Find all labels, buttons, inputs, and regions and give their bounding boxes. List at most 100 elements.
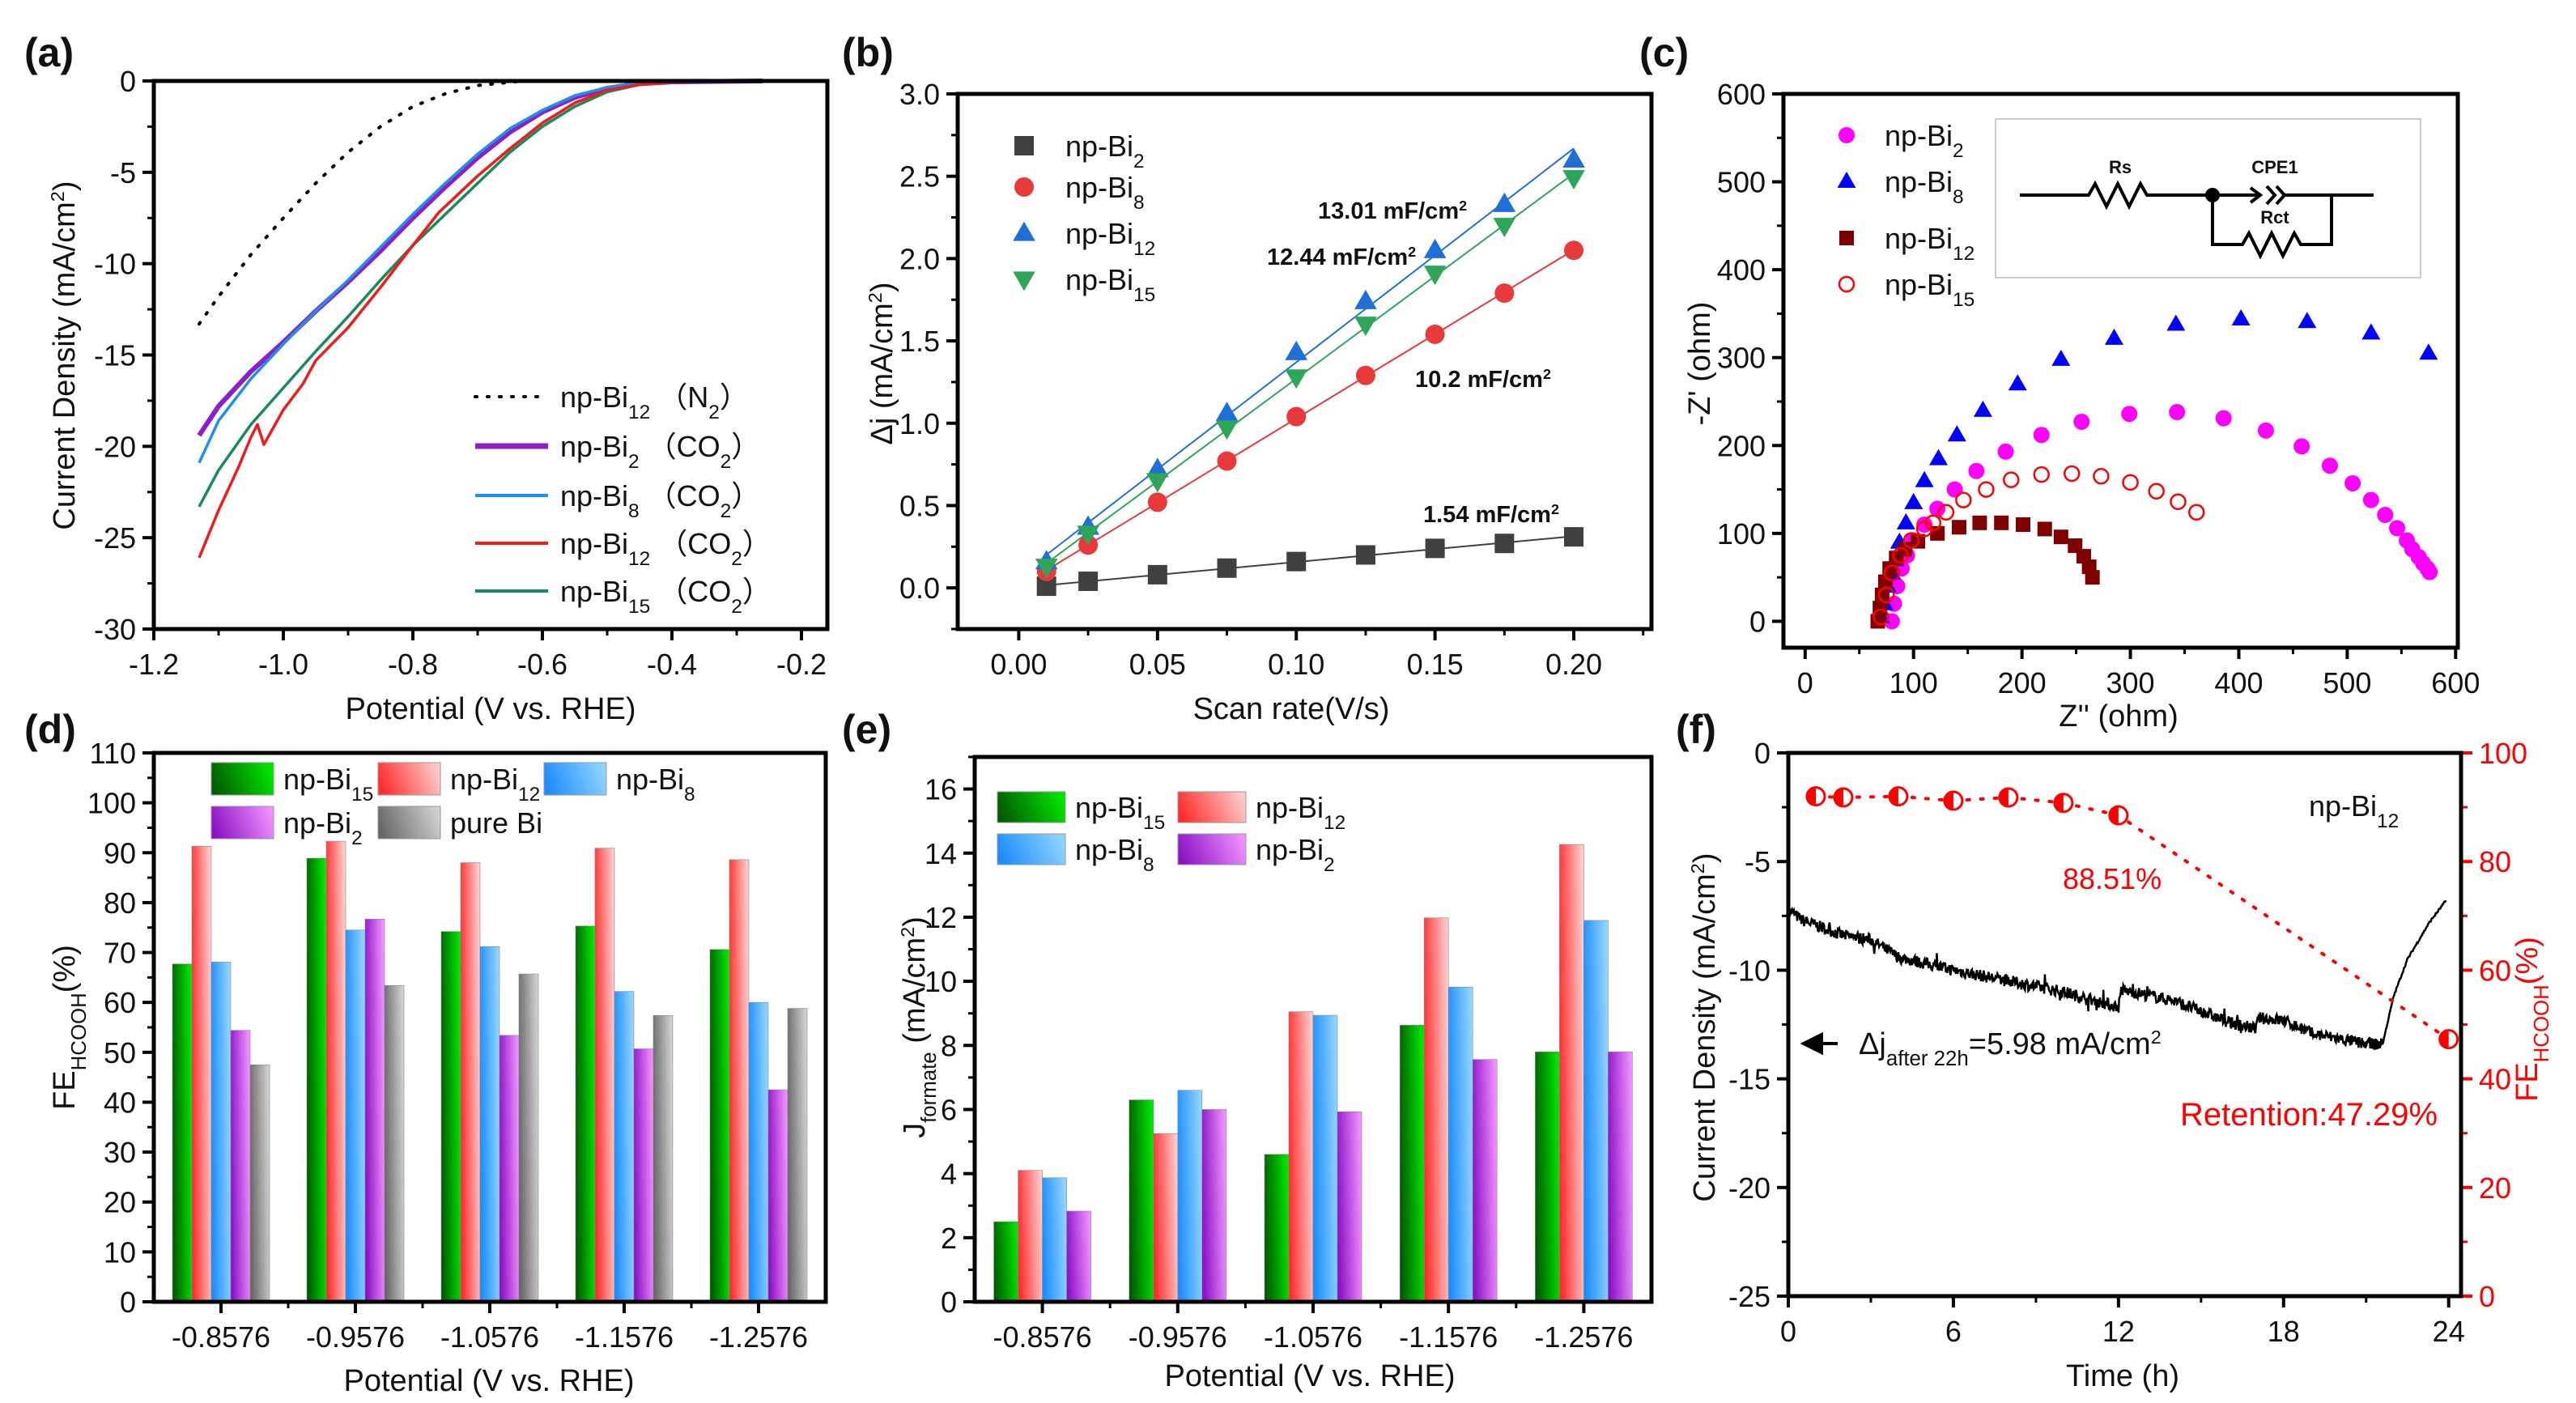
- data-point: [2037, 521, 2052, 537]
- y-axis-title-part: -Z' (ohm): [1683, 302, 1717, 426]
- x-tick-label: 400: [2214, 666, 2263, 699]
- data-point: [2344, 474, 2361, 491]
- resistor-rs-wire: [2020, 180, 2259, 210]
- y-tick-label: 10: [925, 965, 957, 998]
- bar: [1129, 1099, 1154, 1303]
- y-tick-label: 12: [925, 901, 957, 934]
- legend-label: np-Bi8: [1065, 171, 1145, 214]
- capacitance-annotation-part: 2: [1459, 198, 1467, 214]
- x-axis-title: Time (h): [2066, 1359, 2179, 1393]
- data-point: [1355, 545, 1375, 565]
- legend-label: np-Bi8: [616, 763, 695, 806]
- data-point: [2361, 323, 2381, 340]
- data-point: [1423, 238, 1447, 258]
- y-tick-label: -10: [94, 248, 136, 281]
- bar: [1177, 1090, 1203, 1303]
- y-axis-title-part: Current Density (mA/cm: [48, 202, 82, 529]
- bar: [653, 1014, 674, 1303]
- data-point: [1904, 492, 1923, 509]
- bar: [172, 963, 193, 1303]
- data-point: [2002, 471, 2020, 488]
- y-tick-label: 0: [941, 1286, 957, 1319]
- legend-label-part: 2: [1324, 854, 1335, 876]
- data-point: [2073, 413, 2090, 430]
- y-tick-label: 600: [1717, 78, 1766, 111]
- fe-data-point: [2108, 805, 2129, 826]
- data-point: [2170, 493, 2187, 511]
- legend-label: np-Bi2: [1065, 130, 1145, 172]
- x-tick-label: 0.00: [990, 648, 1047, 681]
- legend-marker: [1839, 231, 1854, 245]
- x-axis-title: Potential (V vs. RHE): [1165, 1359, 1456, 1393]
- data-point: [2377, 507, 2394, 524]
- y-tick-label: -15: [94, 339, 136, 372]
- y-tick-label: 6: [941, 1093, 957, 1126]
- panel-e: (e) 0 2 4 6 8 10 12 14 16 -0.8576 -0.9576 -1.0576 -1.…: [842, 707, 1654, 1393]
- x-axis-title-part: Z'' (ohm): [2059, 699, 2179, 733]
- circuit-label: Rct: [2260, 207, 2289, 227]
- legend-label-part: （CO: [650, 527, 731, 560]
- data-point: [2293, 438, 2310, 455]
- panel-label: (c): [1639, 30, 1689, 75]
- x-axis-title-part: Time (h): [2066, 1359, 2179, 1393]
- x-tick-label: -1.1576: [575, 1320, 674, 1354]
- x-tick-label: -0.8576: [172, 1320, 270, 1354]
- y-tick-label: 100: [1717, 517, 1766, 551]
- legend-label-part: 12: [1953, 243, 1975, 265]
- legend-marker: [1837, 172, 1856, 188]
- bar: [1608, 1051, 1633, 1303]
- data-point: [1877, 574, 1893, 589]
- data-point: [1493, 192, 1516, 212]
- y-tick-label: -25: [1728, 1280, 1770, 1313]
- data-point: [1425, 538, 1445, 559]
- legend-label-part: np-Bi: [560, 430, 628, 463]
- capacitance-annotation: 12.44 mF/cm2: [1267, 244, 1416, 270]
- legend-label-part: 15: [1133, 284, 1155, 306]
- bar: [249, 1064, 270, 1303]
- panel-b: (b) 0.0 0.5 1.0 1.5 2.0 2.5 3.0 0.00 0.05 0.10 0.15…: [842, 30, 1654, 726]
- delta-j-annotation: Δjafter 22h=5.98 mA/cm2: [1859, 1027, 2162, 1070]
- y-tick-label: 0: [1749, 605, 1766, 638]
- y-axis-title-part: FE: [48, 1070, 82, 1110]
- data-point: [1874, 587, 1889, 602]
- y2-tick-label: 0: [2479, 1280, 2495, 1313]
- bar: [306, 857, 327, 1303]
- marker-fill: [1806, 787, 1816, 806]
- data-point: [1425, 324, 1445, 344]
- bar: [1312, 1014, 1338, 1303]
- legend-label-part: 2: [731, 548, 742, 570]
- panel-label: (b): [842, 30, 894, 75]
- data-point: [1494, 534, 1515, 554]
- series-line: [198, 79, 525, 326]
- legend-label-part: np-Bi: [450, 763, 518, 796]
- legend-label: np-Bi2: [1256, 833, 1335, 876]
- data-point: [2389, 520, 2406, 537]
- x-tick-label: -1.2: [129, 648, 179, 681]
- legend-label: np-Bi12: [1256, 791, 1345, 834]
- resistor-rct-branch: [2211, 195, 2333, 260]
- y-tick-label: 20: [104, 1186, 136, 1219]
- data-point: [1355, 365, 1375, 385]
- data-point: [1354, 317, 1377, 337]
- legend-label-part: ）: [742, 575, 772, 608]
- bar: [1264, 1154, 1290, 1303]
- y-tick-label: 0: [120, 1286, 136, 1319]
- legend-label: np-Bi15 （CO2）: [560, 575, 772, 618]
- legend-label: np-Bi12: [1065, 217, 1155, 260]
- legend-label-part: np-Bi: [616, 763, 684, 796]
- arrow-left-icon: [1800, 1031, 1838, 1056]
- cpe-arrow-icon: [2249, 186, 2264, 204]
- legend-label: np-Bi12: [1885, 222, 1975, 265]
- data-point: [1915, 470, 1934, 487]
- capacitance-annotation: 10.2 mF/cm2: [1415, 366, 1551, 393]
- y-tick-label: -10: [1728, 954, 1770, 987]
- data-point: [2321, 457, 2338, 474]
- fe-data-point: [1888, 786, 1909, 807]
- bar: [460, 862, 481, 1303]
- x-axis-title-part: Potential (V vs. RHE): [346, 692, 636, 726]
- y-axis-title-part: ): [48, 181, 82, 191]
- delta-j-annotation-part: Δj: [1859, 1027, 1886, 1061]
- bar: [787, 1008, 808, 1303]
- y-tick-label: 100: [87, 787, 136, 820]
- bar: [518, 973, 539, 1303]
